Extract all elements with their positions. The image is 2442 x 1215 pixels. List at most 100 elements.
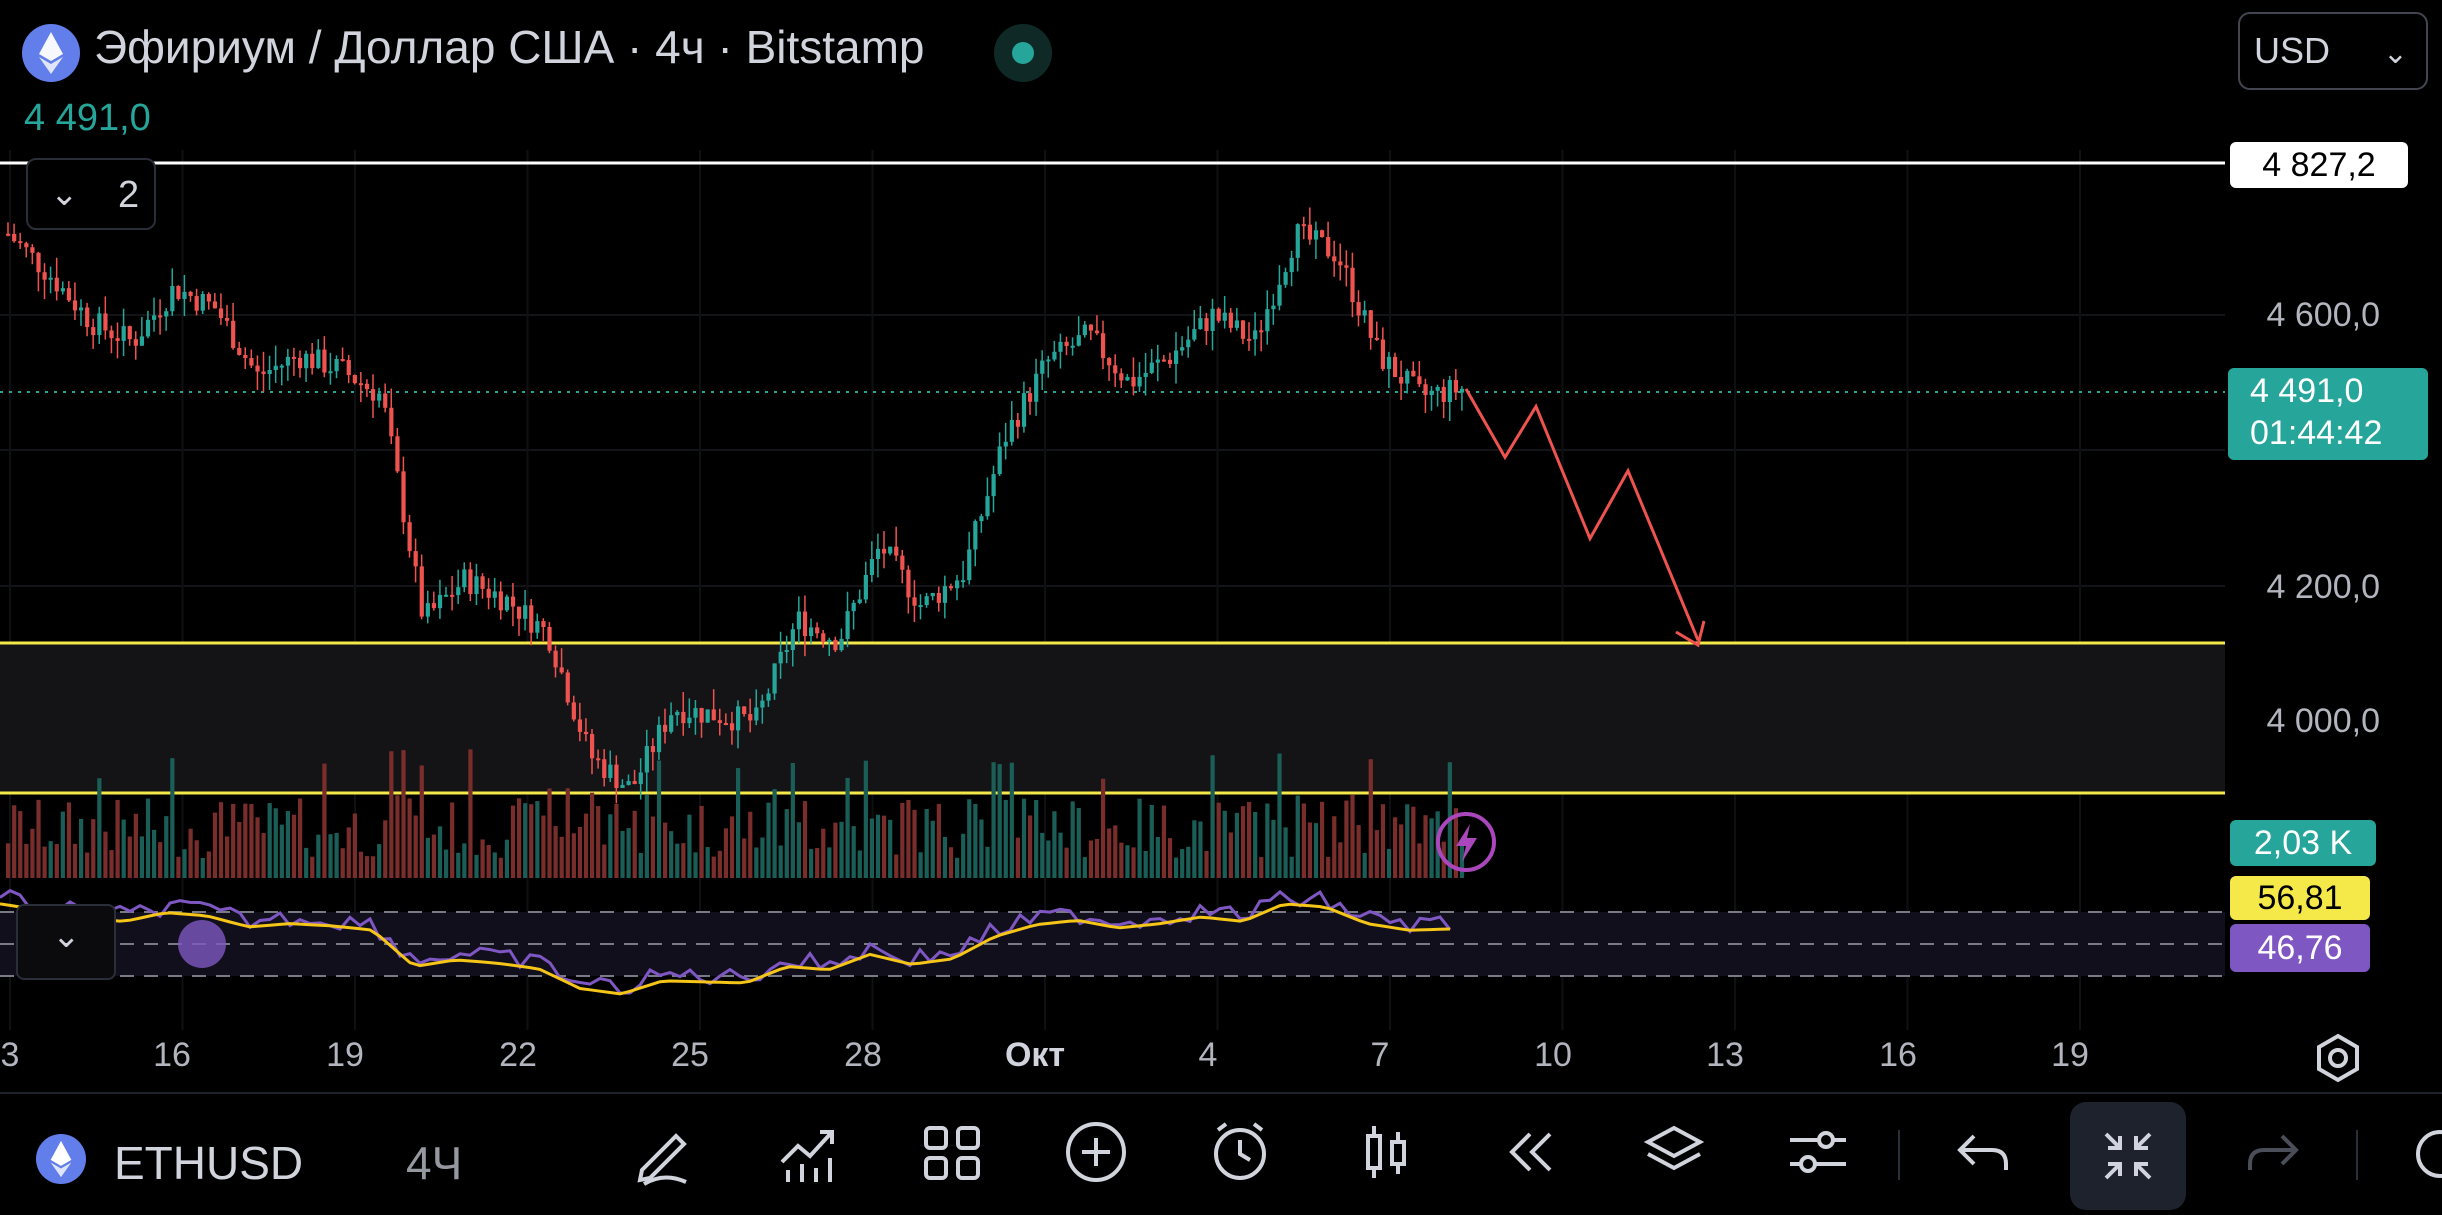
candle xyxy=(1186,339,1191,348)
pane-collapse-button[interactable]: ⌄ xyxy=(16,904,116,980)
candle xyxy=(590,734,595,759)
candle xyxy=(371,389,376,401)
candle xyxy=(1040,360,1045,374)
volume-bar xyxy=(182,849,187,878)
chart-settings-hex-icon[interactable] xyxy=(2310,1030,2366,1086)
candle xyxy=(565,672,570,703)
candle xyxy=(863,574,868,600)
indicators-collapse-button[interactable]: ⌄ 2 xyxy=(26,158,156,230)
volume-bar xyxy=(967,799,972,878)
volume-bar xyxy=(790,762,795,878)
candle xyxy=(948,586,954,589)
price-chart[interactable] xyxy=(0,0,2442,1100)
refresh-icon[interactable] xyxy=(178,920,226,968)
currency-select[interactable]: USD ⌄ xyxy=(2238,12,2428,90)
candle xyxy=(419,566,424,617)
indicator-count: 2 xyxy=(118,174,140,216)
pencil-icon[interactable] xyxy=(624,1112,704,1192)
candle xyxy=(510,596,516,607)
candle xyxy=(1265,309,1270,332)
collapse-icon[interactable] xyxy=(2070,1102,2186,1210)
candle xyxy=(18,241,23,244)
candle xyxy=(1113,365,1118,374)
volume-bar xyxy=(955,857,960,878)
undo-icon[interactable] xyxy=(1944,1112,2024,1192)
more-tools-icon[interactable] xyxy=(2410,1124,2442,1184)
candle xyxy=(1356,302,1361,316)
volume-bar xyxy=(1070,801,1075,878)
date-axis[interactable]: 3 16 19 22 25 28 Окт 4 7 10 13 16 19 xyxy=(0,1036,2225,1086)
candle xyxy=(547,627,552,651)
candle xyxy=(699,708,704,723)
alert-clock-icon[interactable] xyxy=(1200,1112,1280,1192)
replay-icon[interactable] xyxy=(1490,1112,1570,1192)
volume-bar xyxy=(529,804,534,878)
candle xyxy=(523,605,528,619)
candle xyxy=(1094,330,1100,334)
volume-bar xyxy=(474,854,479,878)
candle xyxy=(267,370,272,375)
candle xyxy=(364,383,370,390)
volume-bar xyxy=(437,826,443,878)
date-label: 13 xyxy=(1706,1036,1744,1074)
candle xyxy=(875,548,881,560)
candle xyxy=(924,596,929,606)
redo-icon[interactable] xyxy=(2232,1112,2312,1192)
candle-type-icon[interactable] xyxy=(1346,1112,1426,1192)
add-icon[interactable] xyxy=(1056,1112,1136,1192)
candle xyxy=(675,711,680,716)
candle xyxy=(182,291,187,299)
candle xyxy=(815,627,820,634)
rsi-value-label: 46,76 xyxy=(2230,924,2370,972)
volume-bar xyxy=(1076,808,1081,878)
candle xyxy=(1253,330,1258,340)
layouts-icon[interactable] xyxy=(912,1112,992,1192)
lightning-icon[interactable] xyxy=(1436,812,1496,872)
candle xyxy=(322,349,327,373)
volume-bar xyxy=(1307,822,1313,878)
volume-bar xyxy=(450,802,455,878)
symbol-title[interactable]: Эфириум / Доллар США · 4ч · Bitstamp xyxy=(94,21,925,73)
candle xyxy=(85,307,90,328)
volume-bar xyxy=(72,843,78,878)
candle xyxy=(1405,370,1410,384)
settings-sliders-icon[interactable] xyxy=(1778,1112,1858,1192)
candle xyxy=(60,288,65,292)
volume-bar xyxy=(711,856,716,878)
volume-bar xyxy=(1259,857,1264,878)
candle xyxy=(316,349,321,369)
volume-bar xyxy=(638,852,643,878)
projection-path[interactable] xyxy=(1464,388,1700,641)
volume-bar xyxy=(145,798,151,878)
candle xyxy=(389,407,394,437)
candle xyxy=(334,359,339,372)
candle xyxy=(79,307,84,311)
candle xyxy=(273,365,278,371)
volume-bar xyxy=(839,821,844,878)
candle xyxy=(352,375,357,384)
candle xyxy=(681,711,686,724)
volume-bar xyxy=(577,827,583,878)
candle xyxy=(1015,419,1021,427)
candle xyxy=(121,326,126,341)
volume-bar xyxy=(833,822,838,878)
candle xyxy=(535,621,540,633)
candle xyxy=(437,594,443,609)
candle xyxy=(97,313,102,336)
volume-bar xyxy=(809,849,814,878)
volume-bar xyxy=(54,844,59,878)
volume-bar xyxy=(60,811,65,878)
candle xyxy=(882,548,887,554)
interval-button[interactable]: 4Ч xyxy=(406,1137,463,1189)
candle xyxy=(407,522,412,552)
volume-bar xyxy=(553,826,558,878)
volume-bar xyxy=(468,749,473,878)
symbol-button[interactable]: ETHUSD xyxy=(114,1137,304,1189)
indicators-icon[interactable] xyxy=(768,1112,848,1192)
volume-bar xyxy=(1003,799,1008,878)
candle xyxy=(809,627,814,636)
layers-icon[interactable] xyxy=(1634,1112,1714,1192)
volume-bar xyxy=(1240,806,1246,878)
volume-bar xyxy=(24,843,29,878)
candle xyxy=(802,611,808,636)
